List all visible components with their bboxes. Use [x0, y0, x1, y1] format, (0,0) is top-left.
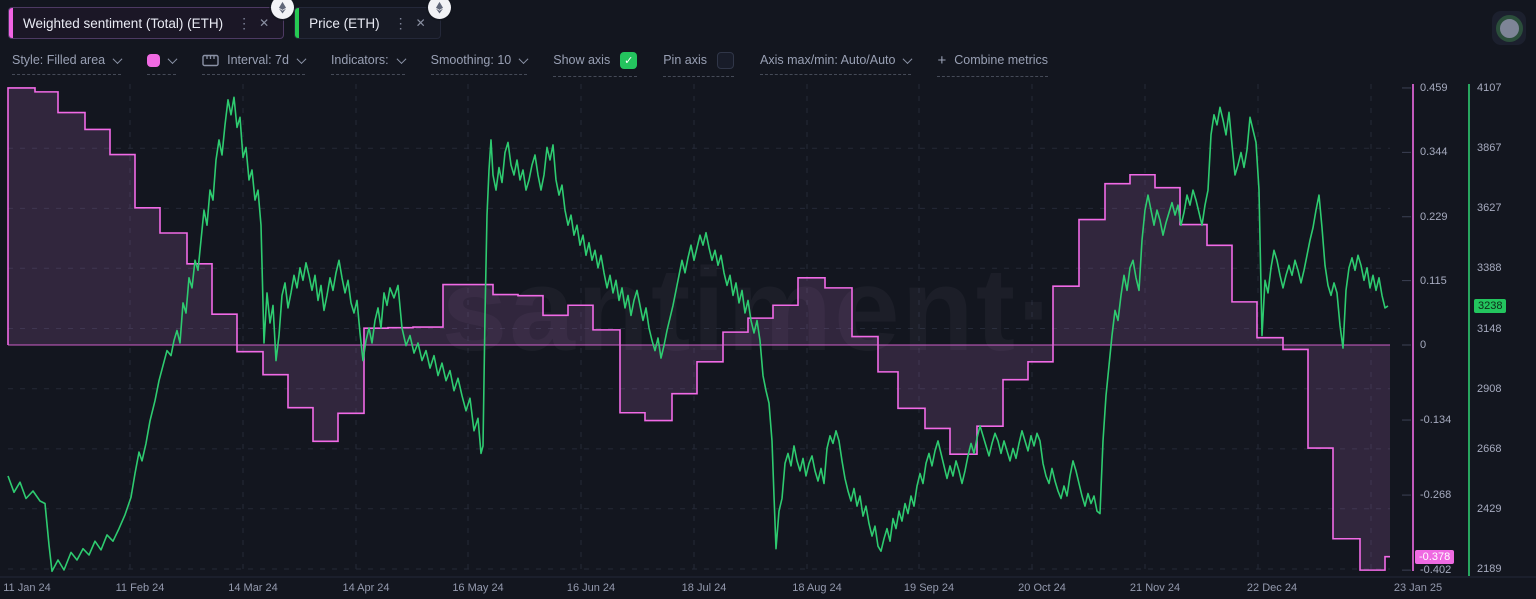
price-axis-tick-label: 2908: [1477, 382, 1502, 395]
price-axis-tick-label: 3148: [1477, 322, 1502, 335]
smoothing-label: Smoothing: 10: [430, 53, 512, 67]
sentiment-axis-tick-label: 0.344: [1420, 146, 1448, 159]
indicators-dropdown[interactable]: Indicators:: [330, 53, 407, 75]
x-axis-date-label: 18 Aug 24: [792, 582, 842, 594]
chevron-down-icon: [518, 53, 529, 64]
sentiment-area: [8, 87, 1390, 571]
x-axis-date-label: 20 Oct 24: [1018, 582, 1066, 594]
indicators-label: Indicators:: [330, 53, 389, 67]
checkbox-checked-icon[interactable]: ✓: [620, 51, 638, 69]
combine-metrics-button[interactable]: + Combine metrics: [937, 51, 1049, 77]
sentiment-axis-tick-label: -0.134: [1420, 414, 1452, 427]
style-dropdown[interactable]: Style: Filled area: [12, 53, 123, 75]
x-axis-date-label: 21 Nov 24: [1129, 582, 1181, 594]
interval-ruler-icon: [202, 54, 219, 66]
tab-price[interactable]: Price (ETH) ⋮ ✕: [294, 0, 451, 39]
x-axis-date-label: 16 Jun 24: [566, 582, 616, 594]
kebab-icon[interactable]: ⋮: [393, 14, 408, 31]
interval-dropdown[interactable]: Interval: 7d: [202, 53, 307, 75]
axis-maxmin-label: Axis max/min: Auto/Auto: [760, 53, 896, 67]
interval-label: Interval: 7d: [227, 53, 289, 67]
sentiment-axis-tick-label: -0.402: [1420, 564, 1452, 577]
sentiment-axis-tick-label: 0.459: [1420, 81, 1448, 94]
eth-icon: [271, 0, 295, 19]
price-value-badge: 3238: [1474, 299, 1507, 313]
x-axis-date-label: 16 May 24: [452, 582, 504, 594]
eth-icon: [427, 0, 451, 19]
chevron-down-icon: [112, 53, 123, 64]
record-ring-icon: [1495, 14, 1523, 42]
recording-status-button[interactable]: [1492, 11, 1526, 45]
price-axis-tick-label: 3867: [1477, 142, 1502, 155]
price-axis-tick-label: 3627: [1477, 202, 1502, 215]
close-icon[interactable]: ✕: [259, 16, 270, 30]
sentiment-axis-tick-label: -0.268: [1420, 489, 1452, 502]
show-axis-label: Show axis: [553, 53, 611, 67]
plus-icon: +: [937, 51, 947, 69]
tab-weighted-sentiment[interactable]: Weighted sentiment (Total) (ETH) ⋮ ✕: [8, 0, 295, 39]
sentiment-axis-tick-label: 0.115: [1420, 274, 1447, 287]
tab-label: Weighted sentiment (Total) (ETH): [23, 15, 224, 31]
chevron-down-icon: [396, 53, 407, 64]
x-axis-date-label: 23 Jan 25: [1393, 582, 1443, 594]
price-axis-tick-label: 2668: [1477, 442, 1502, 455]
chart-toolbar: Style: Filled area Interval: 7d Indicato…: [12, 50, 1049, 78]
chevron-down-icon: [296, 53, 307, 64]
x-axis-date-label: 14 Apr 24: [342, 582, 390, 594]
sentiment-axis-tick-label: 0: [1420, 339, 1427, 351]
x-axis-date-label: 14 Mar 24: [228, 582, 278, 594]
price-axis-tick-label: 3388: [1477, 262, 1502, 275]
price-axis-tick-label: 2189: [1477, 563, 1502, 575]
sentiment-step-line: [7, 87, 1390, 571]
pin-axis-toggle[interactable]: Pin axis: [663, 51, 734, 77]
close-icon[interactable]: ✕: [415, 16, 426, 30]
smoothing-dropdown[interactable]: Smoothing: 10: [430, 53, 529, 75]
tab-label: Price (ETH): [309, 15, 380, 31]
show-axis-toggle[interactable]: Show axis ✓: [553, 51, 638, 77]
sentiment-value-badge: -0.378: [1415, 550, 1455, 564]
x-axis-date-label: 22 Dec 24: [1246, 582, 1298, 594]
kebab-icon[interactable]: ⋮: [237, 14, 252, 31]
checkbox-unchecked-icon[interactable]: [717, 51, 734, 69]
axis-maxmin-dropdown[interactable]: Axis max/min: Auto/Auto: [760, 53, 913, 75]
style-label: Style: Filled area: [12, 53, 106, 67]
sentiment-axis-tick-label: 0.229: [1420, 210, 1448, 223]
price-axis-tick-label: 2429: [1477, 502, 1502, 515]
color-swatch: [147, 53, 161, 67]
metric-tabs: Weighted sentiment (Total) (ETH) ⋮ ✕ Pri…: [8, 0, 451, 41]
chevron-down-icon: [903, 53, 913, 64]
price-axis-tick-label: 4107: [1477, 82, 1502, 94]
pin-axis-label: Pin axis: [663, 53, 707, 67]
combine-metrics-label: Combine metrics: [954, 53, 1049, 67]
x-axis-date-label: 19 Sep 24: [903, 582, 955, 594]
x-axis-date-label: 18 Jul 24: [681, 582, 727, 594]
price-line: [7, 96, 1389, 573]
color-picker-dropdown[interactable]: [147, 53, 178, 75]
tab-accent-bar: [295, 8, 300, 38]
chevron-down-icon: [167, 53, 178, 64]
x-axis-date-label: 11 Feb 24: [115, 582, 165, 594]
tab-accent-bar: [9, 8, 13, 38]
x-axis-date-label: 11 Jan 24: [3, 582, 51, 594]
